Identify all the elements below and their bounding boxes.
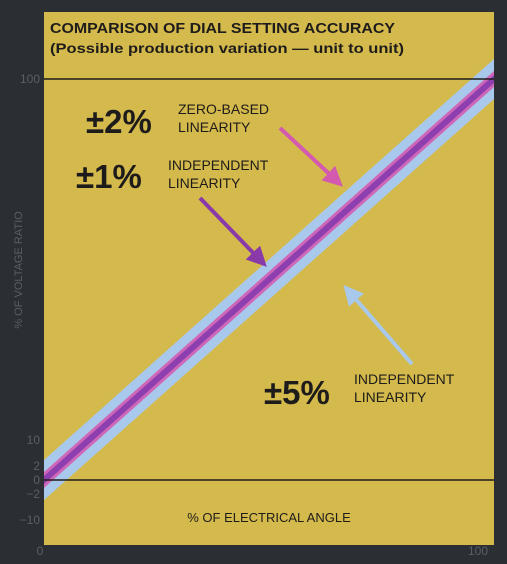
arrow-5-percent bbox=[343, 284, 414, 366]
legend-label-1-percent: ±1% INDEPENDENT LINEARITY bbox=[76, 157, 269, 195]
band-1-name: ±1% bbox=[76, 158, 142, 195]
chart-subtitle: (Possible production variation — unit to… bbox=[50, 40, 404, 56]
legend-label-2-percent: ±2% ZERO-BASED LINEARITY bbox=[86, 101, 269, 140]
x-axis-label: % OF ELECTRICAL ANGLE bbox=[187, 510, 351, 525]
y-axis-label: % OF VOLTAGE RATIO bbox=[13, 211, 25, 329]
band-1-percent-independent bbox=[44, 74, 494, 485]
band-2-name: ±2% bbox=[86, 103, 152, 140]
x-tick-labels: 0 100 bbox=[37, 544, 489, 558]
arrow-1-percent bbox=[198, 196, 267, 267]
chart-title: COMPARISON OF DIAL SETTING ACCURACY bbox=[50, 21, 395, 37]
band-1-label-line-1: INDEPENDENT bbox=[168, 157, 269, 173]
arrow-2-percent bbox=[278, 126, 343, 187]
band-5-label-line-1: INDEPENDENT bbox=[354, 371, 455, 387]
y-tick-label: 0 bbox=[33, 473, 40, 487]
band-2-label-line-1: ZERO-BASED bbox=[178, 101, 269, 117]
y-tick-label: 10 bbox=[27, 433, 41, 447]
band-5-label-line-2: LINEARITY bbox=[354, 389, 427, 405]
y-tick-label: 100 bbox=[20, 72, 40, 86]
x-tick-label: 0 bbox=[37, 544, 44, 558]
y-tick-label: −2 bbox=[26, 487, 40, 501]
y-tick-label: −10 bbox=[20, 513, 41, 527]
band-5-name: ±5% bbox=[264, 374, 330, 411]
x-tick-label: 100 bbox=[468, 544, 488, 558]
y-tick-labels: 100 10 20−2 −10 bbox=[20, 72, 41, 527]
band-1-label-line-2: LINEARITY bbox=[168, 175, 241, 191]
y-tick-label: 2 bbox=[33, 459, 40, 473]
legend-label-5-percent: ±5% INDEPENDENT LINEARITY bbox=[264, 371, 455, 411]
band-2-label-line-2: LINEARITY bbox=[178, 119, 251, 135]
